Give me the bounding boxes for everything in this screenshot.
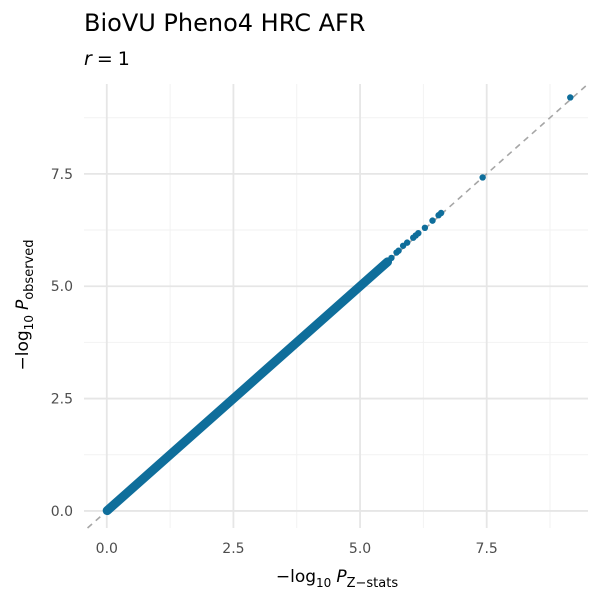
y-tick-labels: 0.0 2.5 5.0 7.5 — [51, 167, 73, 520]
data-point — [479, 174, 486, 181]
x-tick-label: 5.0 — [349, 541, 371, 557]
chart-subtitle: r = 1 — [84, 48, 130, 70]
x-tick-label: 0.0 — [96, 541, 118, 557]
data-point — [388, 254, 395, 262]
data-point — [421, 224, 429, 232]
data-point — [395, 247, 402, 254]
data-point — [567, 94, 574, 101]
x-tick-label: 2.5 — [222, 541, 244, 557]
dense-point-band — [102, 257, 393, 516]
data-point — [403, 239, 411, 246]
y-tick-label: 5.0 — [51, 279, 73, 295]
data-point — [437, 209, 445, 217]
y-axis-title: −log10Pobserved — [13, 240, 37, 371]
data-point — [429, 217, 436, 224]
grid-lines — [84, 84, 588, 528]
data-point — [415, 229, 422, 237]
x-axis-title: −log10 PZ−stats — [276, 567, 398, 591]
y-tick-label: 0.0 — [51, 504, 73, 520]
x-tick-labels: 0.0 2.5 5.0 7.5 — [96, 541, 498, 557]
chart-title: BioVU Pheno4 HRC AFR — [84, 9, 365, 37]
data-points — [388, 94, 574, 262]
y-tick-label: 2.5 — [51, 392, 73, 408]
y-tick-label: 7.5 — [51, 167, 73, 183]
x-tick-label: 7.5 — [476, 541, 498, 557]
